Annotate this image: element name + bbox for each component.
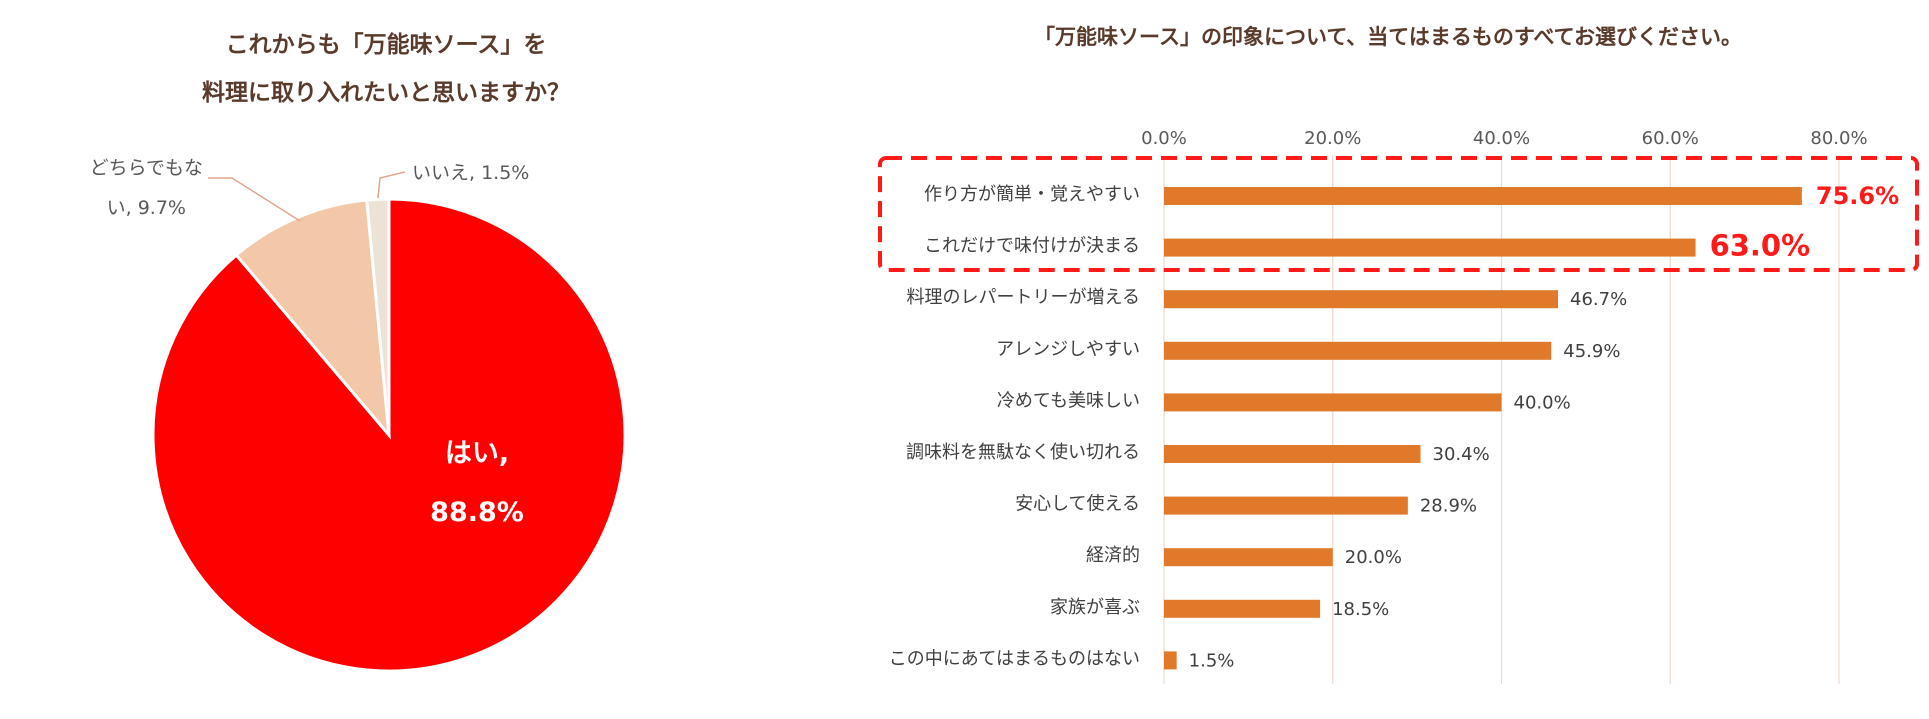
bar-chart: 「万能味ソース」の印象について、当てはまるものすべてお選びください。 0.0% 2… <box>878 25 1919 684</box>
value-label: 75.6% <box>1816 182 1899 210</box>
slice-label-no: いいえ, 1.5% <box>412 162 529 184</box>
value-label: 40.0% <box>1514 392 1571 413</box>
bar-x-tick-labels: 0.0% 20.0% 40.0% 60.0% 80.0% <box>1141 128 1867 149</box>
pie-title-line-2: 料理に取り入れたいと思いますか？ <box>202 80 570 106</box>
category-label: 料理のレパートリーが増える <box>907 287 1140 308</box>
bar <box>1164 393 1502 412</box>
category-label: 冷めても美味しい <box>997 390 1140 411</box>
value-label: 45.9% <box>1563 341 1620 362</box>
pie-slices <box>151 197 627 673</box>
category-label: 経済的 <box>1086 545 1140 566</box>
x-tick-label: 40.0% <box>1473 128 1530 149</box>
bar <box>1164 187 1802 205</box>
category-label: これだけで味付けが決まる <box>924 236 1140 257</box>
bar-series: 作り方が簡単・覚えやすい 75.6% これだけで味付けが決まる 63.0% 料理のレパー… <box>889 182 1899 671</box>
value-label: 20.0% <box>1345 547 1402 568</box>
pie-slice-no <box>365 197 391 436</box>
value-label: 18.5% <box>1332 599 1389 620</box>
bar <box>1164 445 1421 463</box>
slice-label-neither-line-2: い, 9.7% <box>107 197 186 219</box>
bar <box>1164 496 1408 515</box>
value-label: 1.5% <box>1189 650 1235 671</box>
category-label: 安心して使える <box>1015 494 1140 515</box>
bar <box>1164 290 1559 309</box>
value-label: 30.4% <box>1433 444 1490 465</box>
category-label: この中にあてはまるものはない <box>889 648 1140 669</box>
value-label: 28.9% <box>1420 496 1477 517</box>
slice-label-neither-line-1: どちらでもな <box>90 157 203 179</box>
x-tick-label: 60.0% <box>1642 128 1699 149</box>
x-tick-label: 0.0% <box>1141 128 1187 149</box>
category-label: 調味料を無駄なく使い切れる <box>906 442 1140 463</box>
pie-slice-neither <box>234 198 391 440</box>
bar <box>1164 651 1177 670</box>
bar <box>1164 238 1696 257</box>
value-label: 46.7% <box>1570 289 1627 310</box>
bar <box>1164 599 1321 618</box>
pie-chart: これからも「万能味ソース」を 料理に取り入れたいと思いますか？ はい, 88.8… <box>90 31 627 673</box>
slice-label-yes-name: はい, <box>445 438 509 469</box>
category-label: 家族が喜ぶ <box>1050 597 1140 618</box>
x-tick-label: 80.0% <box>1810 128 1867 149</box>
slice-label-yes-value: 88.8% <box>430 497 524 528</box>
category-label: 作り方が簡単・覚えやすい <box>924 184 1140 205</box>
leader-line-neither <box>208 177 301 222</box>
bar <box>1164 341 1552 360</box>
leader-line-no <box>377 171 406 199</box>
category-label: アレンジしやすい <box>996 339 1140 360</box>
pie-title-line-1: これからも「万能味ソース」を <box>226 31 547 58</box>
value-label: 63.0% <box>1710 229 1811 263</box>
highlight-box <box>878 156 1919 272</box>
x-tick-label: 20.0% <box>1304 128 1361 149</box>
bar-chart-title: 「万能味ソース」の印象について、当てはまるものすべてお選びください。 <box>1034 25 1742 49</box>
bar <box>1164 548 1333 567</box>
